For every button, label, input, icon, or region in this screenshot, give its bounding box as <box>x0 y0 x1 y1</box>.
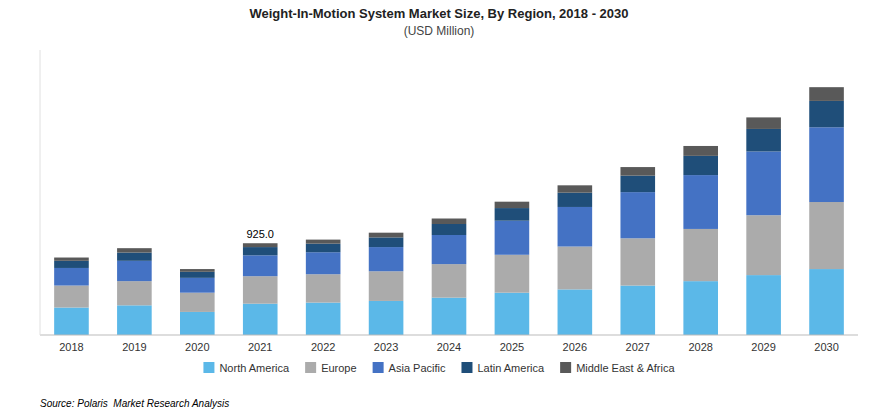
x-tick-label: 2019 <box>122 341 146 353</box>
bar-segment <box>746 151 781 215</box>
legend-swatch <box>203 362 214 373</box>
x-tick-label: 2020 <box>185 341 209 353</box>
x-tick-label: 2018 <box>59 341 83 353</box>
chart: Weight-In-Motion System Market Size, By … <box>0 0 878 419</box>
bar-segment <box>369 237 404 247</box>
bar-segment <box>54 268 89 286</box>
x-tick-label: 2021 <box>248 341 272 353</box>
x-tick-label: 2023 <box>374 341 398 353</box>
bar-segment <box>620 167 655 176</box>
bar-segment <box>746 215 781 275</box>
bar-segment <box>683 156 718 175</box>
legend: North America Europe Asia Pacific Latin Ame… <box>203 362 675 374</box>
bar-segment <box>306 244 341 253</box>
bar-segment <box>180 269 215 272</box>
bar-segment <box>495 255 530 293</box>
x-tick-label: 2026 <box>563 341 587 353</box>
bar-segment <box>243 247 278 255</box>
x-tick-label: 2024 <box>437 341 461 353</box>
bar-segment <box>495 208 530 221</box>
bar-segment <box>369 301 404 335</box>
bar-segment <box>117 248 152 252</box>
bar-segment <box>180 272 215 278</box>
bar-segment <box>117 261 152 281</box>
bar-segment <box>558 247 593 290</box>
bar-segment <box>620 286 655 335</box>
bar-segment <box>54 308 89 335</box>
x-tick-label: 2025 <box>500 341 524 353</box>
x-tick-label: 2027 <box>626 341 650 353</box>
legend-swatch <box>461 362 472 373</box>
legend-label: North America <box>219 362 290 374</box>
bar-segment <box>746 275 781 335</box>
bar-segment <box>54 258 89 261</box>
bar-segment <box>620 238 655 285</box>
legend-swatch <box>305 362 316 373</box>
bar-segment <box>54 286 89 308</box>
bar-segment <box>432 264 467 298</box>
bar-segment <box>746 117 781 129</box>
subtitle: (USD Million) <box>404 24 475 38</box>
bar-segment <box>180 278 215 293</box>
bar-segment <box>558 207 593 247</box>
bar-segment <box>432 219 467 224</box>
bar-segment <box>117 281 152 305</box>
bar-segment <box>180 293 215 312</box>
bar-segment <box>432 224 467 235</box>
x-tick-label: 2028 <box>688 341 712 353</box>
bars <box>54 87 844 335</box>
legend-swatch <box>373 362 384 373</box>
annotation: 925.0 <box>246 228 274 240</box>
bar-segment <box>306 252 341 274</box>
bar-segment <box>620 192 655 238</box>
bar-segment <box>495 293 530 335</box>
bar-segment <box>746 129 781 152</box>
source: Source: Polaris Market Research Analysis <box>40 398 229 409</box>
bar-segment <box>683 229 718 281</box>
bar-segment <box>369 233 404 238</box>
bar-segment <box>369 247 404 271</box>
bar-segment <box>369 271 404 301</box>
legend-label: Middle East & Africa <box>576 362 675 374</box>
bar-segment <box>243 276 278 303</box>
bar-segment <box>54 261 89 268</box>
bar-segment <box>243 304 278 335</box>
bar-segment <box>117 253 152 261</box>
bar-segment <box>809 127 844 202</box>
bar-segment <box>495 202 530 208</box>
bar-segment <box>117 305 152 335</box>
bar-segment <box>620 176 655 192</box>
x-tick-label: 2022 <box>311 341 335 353</box>
bar-segment <box>495 221 530 255</box>
bar-segment <box>306 274 341 302</box>
bar-segment <box>683 175 718 229</box>
x-tick-label: 2029 <box>751 341 775 353</box>
bar-segment <box>809 87 844 101</box>
bar-segment <box>558 289 593 335</box>
bar-segment <box>809 101 844 127</box>
bar-segment <box>683 146 718 156</box>
bar-segment <box>306 240 341 244</box>
y-axis <box>40 50 41 335</box>
bar-segment <box>243 243 278 247</box>
bar-segment <box>180 312 215 335</box>
bar-segment <box>683 281 718 335</box>
bar-segment <box>809 269 844 335</box>
legend-label: Asia Pacific <box>389 362 446 374</box>
bar-segment <box>243 255 278 276</box>
legend-label: Latin America <box>477 362 545 374</box>
bar-segment <box>306 303 341 335</box>
bar-segment <box>558 185 593 192</box>
title: Weight-In-Motion System Market Size, By … <box>249 6 628 21</box>
bar-segment <box>432 235 467 264</box>
bar-segment <box>809 202 844 269</box>
legend-swatch <box>560 362 571 373</box>
bar-segment <box>432 298 467 335</box>
legend-label: Europe <box>321 362 356 374</box>
x-axis <box>40 335 858 336</box>
x-tick-label: 2030 <box>814 341 838 353</box>
bar-segment <box>558 193 593 207</box>
